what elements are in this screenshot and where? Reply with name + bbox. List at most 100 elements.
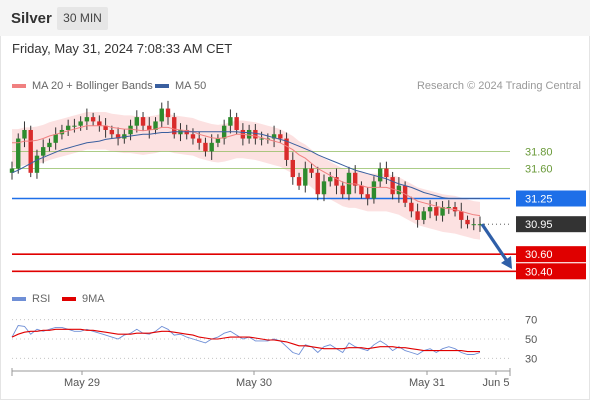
candle-body bbox=[434, 207, 439, 216]
candle-body bbox=[296, 177, 302, 186]
candle-body bbox=[334, 177, 339, 186]
candle-body bbox=[421, 211, 427, 220]
candle-body bbox=[215, 138, 221, 143]
resistance-label-31-60: 31.60 bbox=[525, 164, 553, 176]
x-tick-label: May 29 bbox=[64, 377, 100, 389]
legend-ma20-label: MA 20 + Bollinger Bands bbox=[32, 80, 153, 92]
candle-body bbox=[78, 121, 83, 126]
candle-body bbox=[459, 211, 464, 220]
candle-body bbox=[278, 134, 283, 139]
candle-body bbox=[22, 129, 27, 139]
candle-body bbox=[477, 224, 483, 226]
candle-body bbox=[446, 207, 451, 209]
ma20-line bbox=[12, 125, 481, 217]
candle-body bbox=[165, 108, 171, 118]
candle-body bbox=[271, 134, 277, 139]
legend-ma20-swatch bbox=[12, 84, 26, 88]
legend-rsi: RSI bbox=[12, 293, 50, 305]
timeframe-badge[interactable]: 30 MIN bbox=[57, 7, 108, 30]
x-tick-label: Jun 5 bbox=[483, 377, 510, 389]
research-credit: Research © 2024 Trading Central bbox=[416, 80, 581, 92]
legend-ma9-label: 9MA bbox=[82, 293, 105, 305]
candle-body bbox=[153, 121, 158, 130]
pivot-label: 31.25 bbox=[525, 193, 553, 205]
x-tick-label: May 31 bbox=[409, 377, 445, 389]
legend-ma50-swatch bbox=[155, 84, 169, 88]
support-label-box-30-60 bbox=[516, 246, 586, 263]
candle-body bbox=[384, 168, 389, 178]
candle-body bbox=[172, 117, 177, 135]
candle-body bbox=[128, 125, 133, 135]
x-tick-label: May 30 bbox=[236, 377, 272, 389]
candle-body bbox=[290, 159, 295, 178]
support-label-30-60: 30.60 bbox=[525, 249, 553, 261]
candle-body bbox=[103, 125, 108, 130]
candle-body bbox=[203, 142, 208, 152]
forecast-arrow-head bbox=[501, 256, 512, 270]
legend-ma20: MA 20 + Bollinger Bands bbox=[12, 80, 153, 92]
candle-body bbox=[359, 185, 364, 195]
candle-body bbox=[197, 138, 202, 143]
candle-body bbox=[465, 219, 470, 225]
candle-body bbox=[371, 181, 377, 199]
candle-body bbox=[16, 138, 21, 169]
candle-body bbox=[97, 121, 102, 126]
candle-body bbox=[315, 172, 320, 195]
instrument-title: Silver bbox=[11, 10, 52, 27]
candle-body bbox=[365, 194, 370, 199]
candle-body bbox=[253, 129, 258, 139]
last-price-box bbox=[516, 216, 586, 233]
rsi-tick-30: 30 bbox=[525, 353, 537, 365]
legend-rsi-swatch bbox=[12, 297, 26, 301]
legend-ma9-swatch bbox=[62, 297, 76, 301]
candle-body bbox=[471, 224, 476, 226]
candle-body bbox=[228, 117, 233, 126]
candle-body bbox=[440, 207, 445, 216]
candle-body bbox=[390, 177, 395, 195]
candle-body bbox=[90, 117, 96, 122]
rsi-tick-70: 70 bbox=[525, 315, 537, 327]
candle-body bbox=[353, 172, 358, 186]
candle-body bbox=[190, 134, 196, 139]
candle-body bbox=[409, 202, 414, 212]
candle-body bbox=[328, 177, 333, 182]
candle-body bbox=[427, 207, 433, 212]
rsi-ma9-line bbox=[11, 328, 480, 353]
legend-ma9: 9MA bbox=[62, 293, 105, 305]
candle-body bbox=[321, 181, 327, 195]
candle-body bbox=[41, 147, 46, 156]
legend-ma50-label: MA 50 bbox=[175, 80, 207, 92]
candle-body bbox=[209, 142, 214, 152]
candle-body bbox=[53, 134, 58, 143]
legend-rsi-label: RSI bbox=[32, 293, 51, 305]
candle-body bbox=[340, 185, 345, 195]
candle-body bbox=[147, 125, 152, 130]
candle-body bbox=[47, 142, 52, 148]
candle-body bbox=[109, 129, 115, 135]
candle-body bbox=[284, 138, 289, 160]
support-label-box-30-40 bbox=[516, 263, 586, 280]
candle-body bbox=[309, 168, 314, 173]
timestamp: Friday, May 31, 2024 7:08:33 AM CET bbox=[12, 41, 233, 56]
candle-body bbox=[303, 168, 308, 186]
forecast-arrow-shaft bbox=[480, 223, 509, 262]
pivot-label-box bbox=[516, 190, 586, 207]
candle-body bbox=[259, 138, 264, 140]
candle-body bbox=[159, 108, 164, 122]
candle-body bbox=[415, 211, 420, 220]
candle-body bbox=[72, 125, 77, 127]
header-bar: Silver 30 MIN bbox=[0, 0, 590, 36]
candle-body bbox=[396, 185, 402, 195]
candle-body bbox=[234, 117, 239, 130]
support-label-30-40: 30.40 bbox=[525, 266, 553, 278]
candle-body bbox=[28, 129, 33, 173]
resistance-label-31-80: 31.80 bbox=[525, 146, 553, 158]
candle-body bbox=[377, 168, 383, 182]
last-price-label: 30.95 bbox=[525, 219, 553, 231]
candle-body bbox=[34, 155, 40, 173]
candle-body bbox=[115, 134, 121, 139]
legend-ma50: MA 50 bbox=[155, 80, 206, 92]
candle-body bbox=[84, 117, 90, 122]
bollinger-band bbox=[12, 111, 480, 240]
